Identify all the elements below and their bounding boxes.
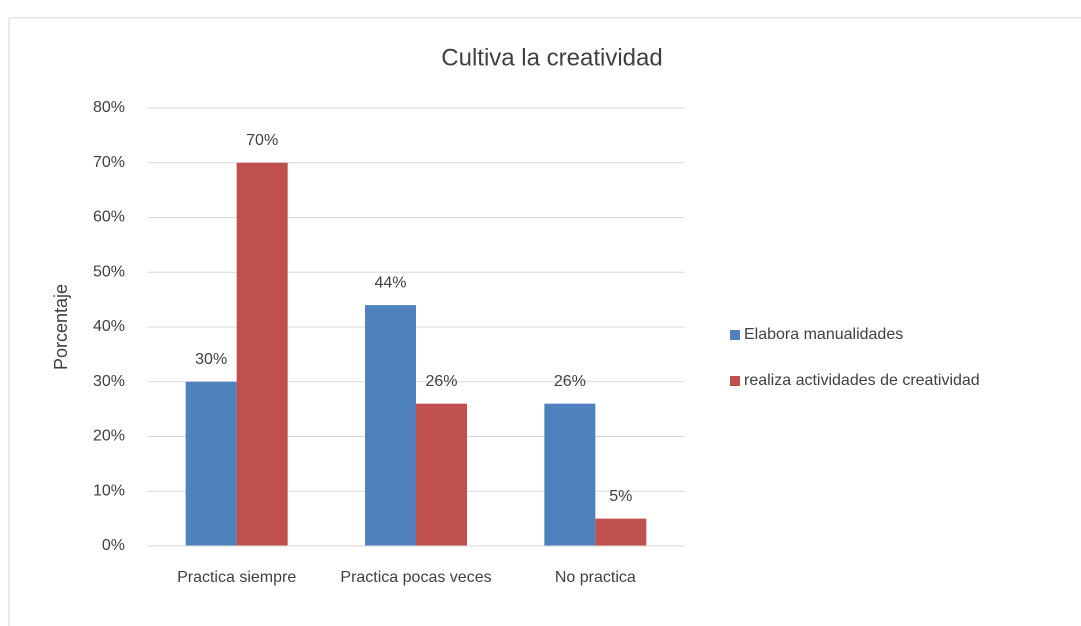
legend-swatch xyxy=(730,330,740,340)
chart-title: Cultiva la creatividad xyxy=(441,44,662,71)
y-tick-label: 40% xyxy=(93,318,125,335)
bar xyxy=(595,518,647,546)
data-label: 70% xyxy=(246,132,278,149)
legend-label: Elabora manualidades xyxy=(744,326,903,343)
y-tick-label: 50% xyxy=(93,263,125,280)
bar xyxy=(236,162,288,546)
x-tick-label: No practica xyxy=(554,569,636,586)
legend-swatch xyxy=(730,376,740,386)
y-tick-label: 80% xyxy=(93,99,125,116)
bar xyxy=(544,403,596,546)
legend-label: realiza actividades de creatividad xyxy=(744,372,980,389)
data-label: 30% xyxy=(195,351,227,368)
y-tick-label: 70% xyxy=(93,154,125,171)
y-tick-label: 20% xyxy=(93,428,125,445)
y-tick-label: 0% xyxy=(102,537,125,554)
chart-border xyxy=(8,17,1081,626)
bar xyxy=(185,381,237,546)
y-tick-label: 10% xyxy=(93,482,125,499)
y-tick-label: 30% xyxy=(93,373,125,390)
y-axis-label: Porcentaje xyxy=(51,284,71,370)
data-label: 26% xyxy=(425,373,457,390)
data-label: 5% xyxy=(609,488,632,505)
x-tick-label: Practica siempre xyxy=(177,569,297,586)
data-label: 44% xyxy=(374,274,406,291)
x-tick-label: Practica pocas veces xyxy=(340,569,492,586)
data-label: 26% xyxy=(554,373,586,390)
y-tick-label: 60% xyxy=(93,209,125,226)
bar xyxy=(365,305,416,546)
bar xyxy=(416,403,467,546)
